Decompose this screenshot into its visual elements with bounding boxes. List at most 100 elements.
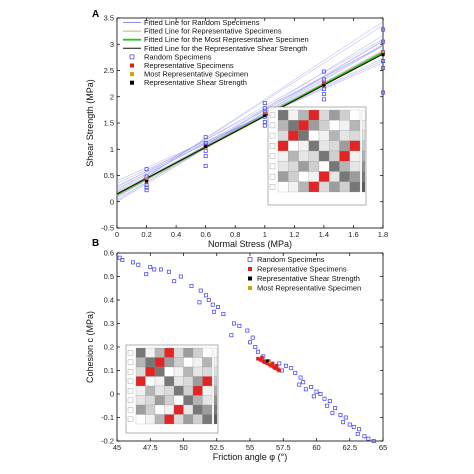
- a-inset-colorbar-step: [361, 140, 366, 152]
- b-inset-cell: [183, 404, 194, 415]
- random-specimen-point: [152, 267, 157, 272]
- random-specimen-point: [333, 406, 338, 411]
- a-inset-cell: [277, 150, 289, 162]
- representative-shear-strength-point: [204, 145, 208, 149]
- random-specimen-point: [212, 309, 217, 314]
- random-specimen-point: [144, 185, 149, 190]
- b-inset-cell: [192, 414, 203, 425]
- b-inset-cell: [183, 376, 194, 387]
- b-inset-cell: [202, 357, 213, 368]
- b-inset-cell: [202, 366, 213, 377]
- b-x-tick-label: 57.5: [276, 443, 291, 452]
- random-specimen-point: [120, 258, 125, 263]
- legend-marker-swatch: [248, 276, 252, 281]
- legend-marker-swatch: [130, 80, 134, 85]
- a-x-tick-label: 1.8: [378, 230, 388, 239]
- a-inset-cell: [329, 140, 340, 152]
- b-inset-cell: [192, 404, 203, 415]
- a-x-tick-label: 0.2: [141, 230, 151, 239]
- b-inset-cell: [192, 366, 203, 377]
- a-inset-cell: [339, 161, 350, 172]
- b-x-tick-label: 52.5: [209, 443, 224, 452]
- b-inset-cell: [145, 366, 156, 377]
- random-specimen-point: [347, 422, 352, 427]
- b-inset-cell: [202, 347, 213, 358]
- b-inset-cell: [173, 376, 184, 387]
- b-x-tick-label: 60: [312, 443, 320, 452]
- b-inset-cell: [135, 414, 146, 425]
- a-y-tick-label: 0: [110, 197, 114, 206]
- a-inset-cell: [288, 109, 299, 121]
- panel-a-x-ticks: 0 0.2 0.4 0.6 0.8 1 1.2 1.4 1.6 1.8: [115, 18, 388, 239]
- legend-marker-swatch: [247, 257, 253, 262]
- a-inset-cell: [298, 171, 309, 182]
- a-x-tick-label: 1: [263, 230, 267, 239]
- random-specimen-point: [131, 260, 135, 265]
- legend-label: Representative Specimens: [257, 265, 347, 274]
- b-inset-cell: [154, 414, 165, 425]
- representative-specimen-point: [270, 361, 275, 366]
- legend-marker-swatch: [248, 267, 252, 271]
- representative-shear-strength-point: [322, 83, 326, 87]
- random-specimen-point: [237, 323, 242, 328]
- random-specimen-point: [262, 106, 267, 111]
- a-inset-row-icon: [269, 173, 276, 180]
- b-inset-row-icon: [127, 407, 134, 413]
- a-inset-cell: [318, 130, 330, 141]
- a-inset-cell: [277, 161, 289, 172]
- a-inset-cell: [288, 140, 299, 152]
- random-specimen-point: [381, 90, 385, 95]
- b-inset-cell: [135, 347, 146, 358]
- a-inset-cell: [298, 161, 309, 172]
- a-x-tick-label: 0: [115, 230, 119, 239]
- random-specimen-point: [256, 349, 260, 354]
- b-inset-cell: [183, 414, 194, 425]
- random-specimen-point: [322, 396, 327, 401]
- a-inset-cell: [288, 130, 299, 141]
- random-specimen-point: [136, 262, 141, 267]
- b-inset-cell: [183, 357, 194, 368]
- a-inset-row-icon: [269, 153, 276, 159]
- b-inset-row-icon: [127, 359, 134, 365]
- random-specimen-point: [144, 183, 149, 187]
- a-inset-row-icon: [269, 122, 276, 129]
- random-specimen-point: [248, 340, 252, 345]
- b-inset-cell: [173, 404, 184, 415]
- a-inset-cell: [349, 150, 361, 162]
- b-inset-cell: [164, 385, 175, 396]
- a-inset-cell: [329, 150, 340, 162]
- b-x-tick-label: 50: [179, 443, 187, 452]
- panel-a-inset-matrix: [267, 106, 367, 206]
- panel-b-y-axis-label: Cohesion c (MPa): [85, 311, 95, 383]
- panel-b-x-axis-label: Friction angle φ (°): [213, 452, 287, 462]
- random-specimen-point: [117, 255, 122, 260]
- legend-marker-swatch: [130, 72, 134, 77]
- representative-specimen-point: [258, 358, 263, 362]
- fitted-line-random: [116, 62, 384, 181]
- random-specimen-point: [158, 267, 163, 272]
- random-specimen-point: [298, 375, 303, 380]
- representative-shear-strength-point: [265, 359, 269, 363]
- panel-b-inset-matrix: [125, 344, 219, 434]
- a-inset-cell: [349, 181, 361, 193]
- fitted-line-representative-shear-strength: [116, 53, 384, 195]
- b-x-tick-label: 55: [246, 443, 254, 452]
- a-inset-row-icon: [269, 132, 276, 139]
- random-specimen-point: [203, 135, 208, 140]
- b-inset-cell: [173, 366, 184, 377]
- a-inset-cell: [298, 181, 309, 193]
- a-inset-cell: [329, 181, 340, 193]
- b-inset-cell: [164, 376, 175, 387]
- random-specimen-point: [277, 361, 282, 366]
- random-specimen-point: [144, 188, 149, 193]
- b-y-tick-label: -0.2: [101, 437, 114, 446]
- a-inset-colorbar-step: [361, 130, 366, 141]
- a-inset-cell: [349, 161, 361, 172]
- b-inset-cell: [164, 395, 175, 406]
- random-specimen-point: [321, 97, 326, 102]
- representative-specimen-point: [277, 368, 282, 373]
- a-inset-cell: [277, 140, 289, 152]
- b-inset-cell: [145, 357, 156, 368]
- a-inset-cell: [339, 109, 350, 121]
- a-y-tick-label: 0.5: [104, 171, 114, 180]
